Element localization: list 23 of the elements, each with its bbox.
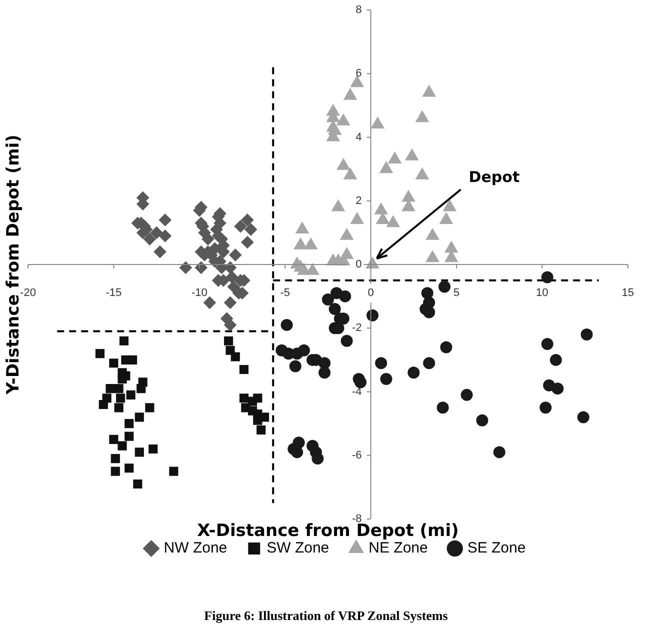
y-tick-label: 8 [356,4,362,16]
x-tick-label: 5 [453,287,460,300]
y-tick-label: 4 [356,131,362,144]
x-tick-label: -10 [191,287,208,300]
x-tick-label: -20 [20,287,36,300]
y-tick-label: 6 [356,68,362,80]
caption: Figure 6: Illustration of VRP Zonal Systems [203,608,449,624]
x-tick-label: 15 [622,287,634,300]
y-tick-label: -6 [352,449,362,462]
y-tick-label: -2 [352,322,362,334]
legend-label: NE Zone [368,540,428,557]
x-tick-label: -15 [106,287,122,300]
annotation: Depot [468,168,520,186]
x-tick-label: -5 [280,287,290,300]
y-tick-label: 0 [356,258,362,271]
x-axis-title: X-Distance from Depot (mi) [197,520,459,541]
x-tick-label: 0 [368,287,374,300]
legend-label: SE Zone [467,540,526,557]
legend-label: SW Zone [266,540,330,557]
legend-label: NW Zone [164,540,228,557]
x-tick-label: 10 [536,287,548,300]
y-tick-label: -4 [352,386,362,398]
y-tick-label: 2 [356,194,362,207]
